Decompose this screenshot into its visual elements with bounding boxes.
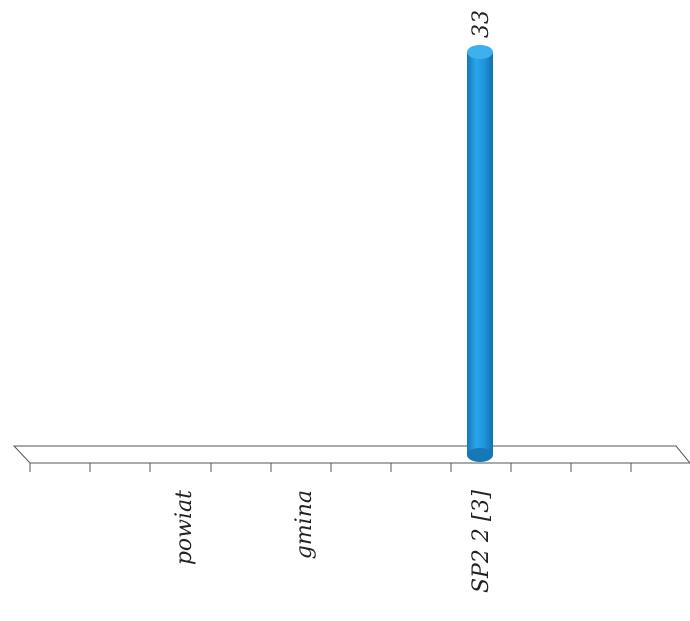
category-label-1: gmina xyxy=(292,490,317,559)
bar-bottom-2 xyxy=(467,448,493,462)
category-label-0: powiat xyxy=(172,490,197,565)
data-labels-group: 33 xyxy=(469,10,494,38)
bar-2 xyxy=(467,45,493,462)
bar-body-2 xyxy=(467,52,493,455)
x-axis-ticks xyxy=(29,463,632,472)
category-label-2: SP2 2 [3] xyxy=(469,490,494,593)
category-labels-group: powiat gmina SP2 2 [3] xyxy=(172,490,494,593)
bar-top-2 xyxy=(467,45,493,59)
bars-group xyxy=(467,45,493,462)
chart-floor xyxy=(12,445,690,464)
data-label-2: 33 xyxy=(469,10,494,38)
